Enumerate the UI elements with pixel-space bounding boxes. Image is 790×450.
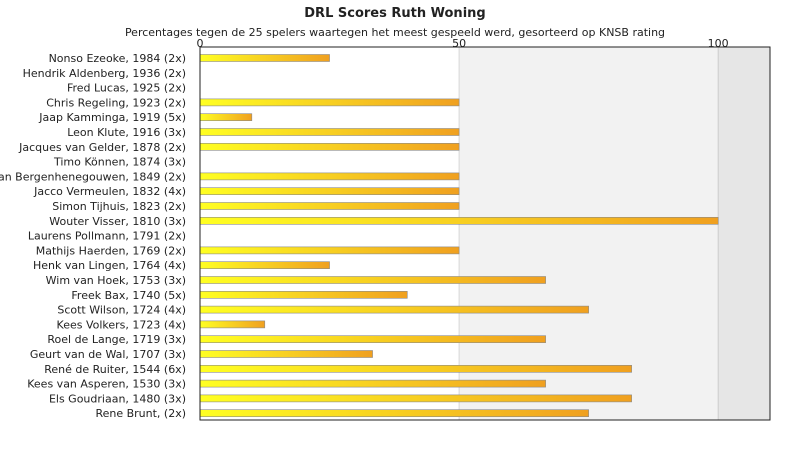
category-label: Henk van Lingen, 1764 (4x) (33, 259, 186, 272)
bar (199, 187, 460, 195)
bar (199, 246, 460, 255)
category-label: Wim van Hoek, 1753 (3x) (46, 274, 186, 287)
bar (199, 350, 373, 358)
category-label: Simon Tijhuis, 1823 (2x) (52, 200, 186, 213)
category-label: Wouter Visser, 1810 (3x) (49, 215, 186, 228)
category-label: Mathijs Haerden, 1769 (2x) (36, 244, 186, 257)
category-label: Els Goudriaan, 1480 (3x) (49, 392, 186, 405)
bar (199, 261, 330, 270)
bar (199, 143, 460, 151)
plot-area: 0 50 100 Nonso Ezeoke, 1984 (2x) Hendrik Ald… (0, 37, 771, 421)
bar (199, 172, 460, 181)
category-label: Jacques van Gelder, 1878 (2x) (18, 141, 186, 154)
category-label: Freek Bax, 1740 (5x) (71, 289, 186, 302)
category-label: Roel de Lange, 1719 (3x) (47, 333, 186, 346)
chart-subtitle: Percentages tegen de 25 spelers waartege… (125, 26, 665, 39)
bar (199, 409, 589, 418)
category-label: René de Ruiter, 1544 (6x) (44, 363, 186, 376)
category-label: Kees van Asperen, 1530 (3x) (27, 378, 186, 391)
category-label: Nonso Ezeoke, 1984 (2x) (49, 52, 186, 65)
bar (199, 54, 330, 62)
category-label: Scott Wilson, 1724 (4x) (57, 304, 186, 317)
plot-frame (199, 46, 771, 421)
bar (199, 276, 546, 284)
category-label: Jaap Kamminga, 1919 (5x) (38, 111, 186, 124)
category-label: Laurens Pollmann, 1791 (2x) (28, 230, 186, 243)
category-label: Jacco Vermeulen, 1832 (4x) (33, 185, 186, 198)
x-tick-label: 100 (708, 37, 729, 50)
bar (199, 98, 460, 107)
category-label: van Bergenhenegouwen, 1849 (2x) (0, 170, 186, 183)
category-label: Fred Lucas, 1925 (2x) (67, 82, 186, 95)
shade-band-50-100 (459, 47, 719, 420)
chart-title: DRL Scores Ruth Woning (304, 6, 485, 21)
category-label: Timo Können, 1874 (3x) (53, 156, 186, 169)
bar (199, 394, 632, 403)
category-label: Kees Volkers, 1723 (4x) (57, 318, 186, 331)
category-label: Rene Brunt, (2x) (95, 407, 186, 420)
bar (199, 379, 546, 388)
bar (199, 305, 589, 314)
category-label: Leon Klute, 1916 (3x) (67, 126, 186, 139)
bar (199, 335, 546, 344)
bar (199, 202, 460, 210)
x-tick-label: 50 (452, 37, 466, 50)
shade-band-100-plus (718, 47, 770, 420)
bar (199, 364, 632, 373)
bar (199, 290, 408, 299)
bar (199, 128, 460, 136)
bar (199, 113, 253, 121)
category-label: Chris Regeling, 1923 (2x) (46, 96, 186, 109)
category-label: Geurt van de Wal, 1707 (3x) (30, 348, 186, 361)
bar (199, 217, 719, 225)
category-label: Hendrik Aldenberg, 1936 (2x) (23, 67, 186, 80)
x-tick-label: 0 (197, 37, 204, 50)
bar (199, 320, 266, 329)
